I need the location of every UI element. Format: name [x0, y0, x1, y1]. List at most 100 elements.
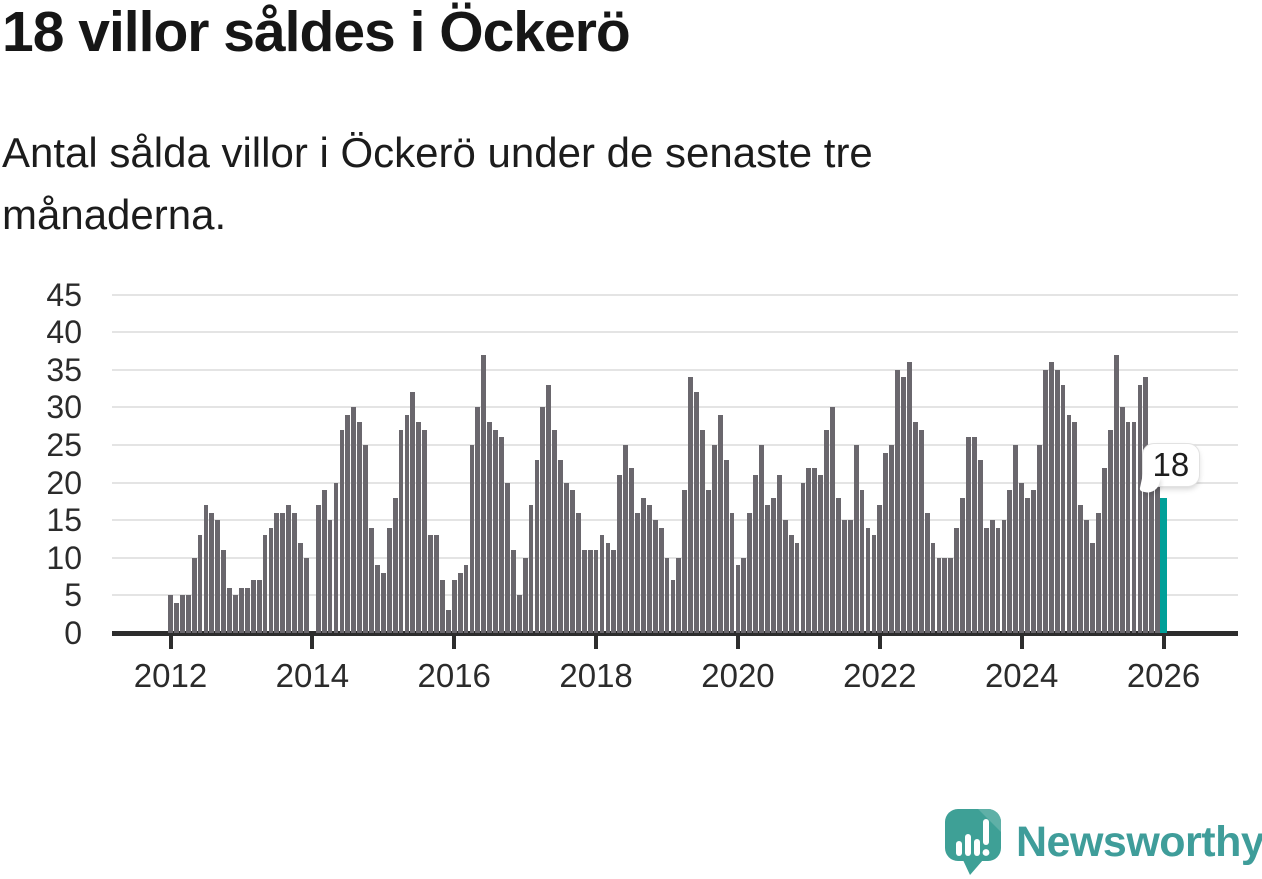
bar [824, 429, 830, 633]
bar [635, 512, 640, 633]
bar [250, 580, 256, 633]
bar [215, 520, 221, 633]
bar [499, 437, 504, 633]
bar [729, 512, 735, 633]
bar [505, 482, 510, 633]
newsworthy-logo: Newsworthy [944, 808, 1262, 876]
bar [995, 527, 1001, 633]
x-axis-tick-label: 2022 [843, 657, 917, 694]
y-axis-tick-label: 30 [46, 389, 82, 426]
bar [753, 475, 759, 633]
bar [487, 422, 493, 633]
bar [1149, 482, 1155, 633]
bar [759, 445, 764, 633]
bar [806, 467, 812, 633]
bar [794, 542, 800, 633]
bar [895, 369, 900, 633]
x-axis-tick-label: 2012 [133, 657, 208, 694]
y-axis-tick-label: 45 [46, 276, 82, 313]
bar [771, 497, 776, 633]
bar [570, 490, 575, 633]
bar [1037, 445, 1042, 633]
bar [1119, 407, 1125, 633]
bar [581, 550, 587, 633]
bar [741, 557, 747, 633]
bar [682, 490, 688, 633]
bar [901, 377, 906, 633]
bar [233, 595, 238, 633]
bar [321, 490, 327, 633]
y-gridline [112, 444, 1238, 446]
y-gridline [112, 519, 1238, 522]
bar [528, 505, 534, 633]
y-axis-tick-label: 35 [46, 351, 82, 388]
bar [1107, 429, 1113, 633]
y-gridline [112, 368, 1238, 371]
bar [593, 550, 599, 633]
bar [664, 557, 670, 633]
bar [694, 392, 699, 633]
bar [292, 512, 298, 633]
value-badge: 18 [1142, 443, 1200, 486]
x-axis-tick [452, 636, 457, 649]
bar [688, 377, 694, 633]
bar [262, 535, 268, 633]
bar [268, 527, 274, 633]
bar [818, 475, 824, 633]
bar [847, 520, 853, 633]
y-axis-tick-label: 15 [46, 502, 82, 539]
bar [599, 535, 605, 633]
bar [877, 505, 883, 633]
bar [422, 429, 428, 633]
bar [374, 565, 380, 633]
bar [1060, 384, 1066, 633]
bar [930, 542, 936, 633]
bar [410, 392, 416, 633]
bar [853, 445, 859, 633]
x-axis-tick [594, 636, 599, 649]
bar [812, 467, 818, 633]
bar [274, 512, 280, 633]
bar [280, 512, 286, 633]
bar [1078, 505, 1084, 633]
bar [1048, 362, 1054, 633]
bar [747, 512, 753, 633]
bar [871, 535, 877, 633]
bar [239, 587, 244, 633]
bar [185, 595, 191, 633]
bar [209, 512, 215, 633]
bar [889, 445, 895, 633]
bar [788, 535, 794, 633]
bar [646, 505, 652, 633]
bar [1013, 445, 1019, 633]
bar [1090, 542, 1095, 633]
bar [404, 414, 410, 633]
bar [351, 407, 357, 633]
bar [960, 497, 965, 633]
bar [546, 384, 552, 633]
bar [298, 542, 303, 633]
bar [469, 445, 475, 633]
bar [948, 557, 954, 633]
y-axis-tick-label: 10 [46, 539, 82, 576]
bar [865, 527, 871, 633]
bar [552, 429, 558, 633]
bar [936, 557, 942, 633]
x-axis-tick [310, 636, 315, 649]
bar [717, 414, 723, 633]
bar [534, 460, 540, 633]
bar [1143, 377, 1149, 633]
bar [706, 490, 711, 633]
bar [416, 422, 422, 633]
bar [428, 535, 433, 633]
bar [652, 520, 658, 633]
bar [1084, 520, 1090, 633]
bar [221, 550, 227, 633]
x-axis-line [112, 631, 1238, 636]
y-axis-tick-label: 25 [46, 427, 82, 463]
bar [286, 505, 292, 633]
y-gridline [112, 406, 1238, 409]
bar [605, 542, 611, 633]
bar [256, 580, 262, 633]
